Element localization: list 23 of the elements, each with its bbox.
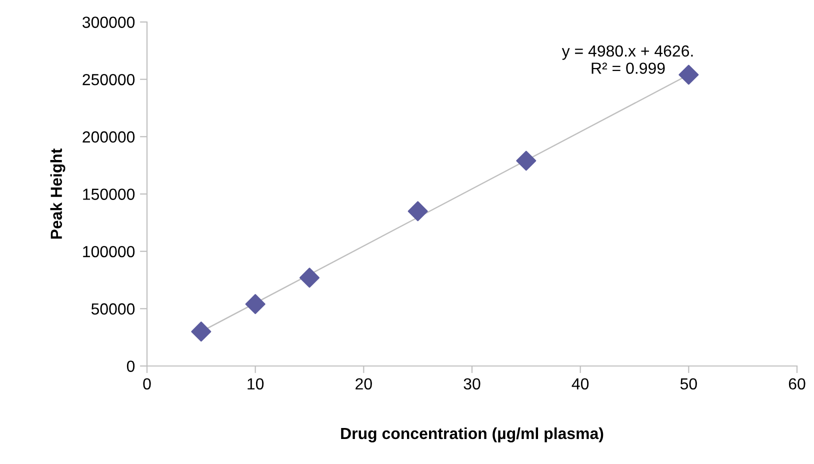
- y-tick-label: 300000: [82, 16, 135, 28]
- y-tick-label: 150000: [83, 188, 135, 200]
- x-tick-label: 0: [143, 378, 151, 390]
- point: [191, 322, 212, 342]
- x-tick-label: 50: [680, 378, 697, 390]
- point: [678, 64, 699, 85]
- y-tick-label: 0: [126, 360, 135, 372]
- point: [516, 150, 536, 171]
- x-tick-label: 40: [572, 378, 589, 390]
- x-tick-label: 60: [788, 378, 806, 390]
- y-axis-title: Peak Height: [50, 148, 66, 239]
- y-tick-label: 100000: [83, 246, 135, 258]
- y-tick-label: 250000: [82, 74, 135, 86]
- x-tick-label: 20: [356, 378, 372, 390]
- point: [408, 201, 428, 222]
- point: [245, 294, 266, 314]
- point: [299, 268, 320, 288]
- x-axis-title: Drug concentration (µg/ml plasma): [341, 427, 604, 442]
- annotation: y = 4980.x + 4626. R² = 0.999: [562, 45, 693, 74]
- y-tick-label: 200000: [82, 131, 135, 143]
- x-tick-label: 10: [248, 378, 264, 390]
- y-tick-label: 50000: [91, 303, 135, 315]
- x-tick-label: 30: [464, 378, 480, 390]
